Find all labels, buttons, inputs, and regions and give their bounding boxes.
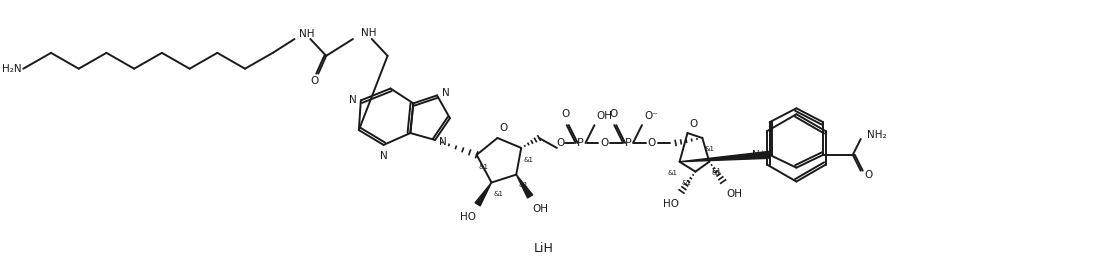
Text: OH: OH [596, 111, 613, 121]
Text: N: N [439, 137, 447, 147]
Text: N: N [349, 95, 357, 105]
Text: O: O [600, 138, 608, 148]
Text: O: O [647, 138, 656, 148]
Text: NH: NH [299, 29, 315, 39]
Text: &1: &1 [704, 146, 714, 152]
Polygon shape [475, 182, 492, 206]
Text: P: P [625, 138, 632, 148]
Polygon shape [516, 175, 533, 198]
Text: OH: OH [726, 189, 742, 199]
Text: HO: HO [663, 199, 678, 209]
Text: N: N [441, 89, 449, 98]
Text: OH: OH [532, 204, 548, 214]
Text: &1: &1 [712, 170, 722, 176]
Text: LiH: LiH [534, 242, 554, 255]
Text: O: O [499, 123, 508, 133]
Text: O: O [689, 119, 697, 129]
Text: O: O [609, 109, 617, 119]
Text: &1: &1 [494, 192, 504, 198]
Text: &1: &1 [518, 182, 528, 187]
Text: &1: &1 [712, 168, 722, 174]
Text: &1: &1 [523, 157, 533, 163]
Text: O: O [557, 138, 565, 148]
Text: H₂N: H₂N [2, 64, 21, 74]
Text: NH: NH [360, 28, 376, 38]
Text: NH₂: NH₂ [866, 130, 886, 140]
Text: O: O [310, 76, 318, 85]
Text: O: O [865, 170, 873, 180]
Text: O: O [562, 109, 569, 119]
Text: HO: HO [459, 212, 476, 222]
Text: &1: &1 [667, 170, 677, 176]
Polygon shape [679, 151, 770, 162]
Text: N: N [379, 151, 387, 161]
Text: &1: &1 [478, 164, 488, 170]
Text: &1: &1 [682, 179, 692, 185]
Text: O⁻: O⁻ [644, 111, 657, 121]
Text: P: P [577, 138, 584, 148]
Text: N⁺: N⁺ [753, 150, 766, 160]
